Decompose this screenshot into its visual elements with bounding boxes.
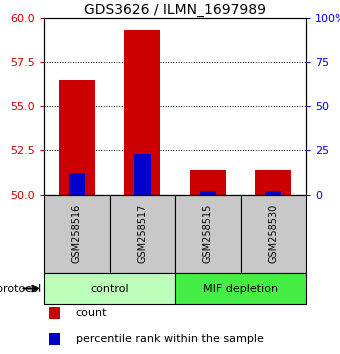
Bar bbox=[190, 170, 226, 195]
Bar bbox=[69, 173, 85, 195]
Text: GSM258516: GSM258516 bbox=[72, 204, 82, 263]
Bar bbox=[109, 195, 175, 273]
Bar bbox=[175, 195, 241, 273]
Bar bbox=[134, 154, 151, 195]
Bar bbox=[241, 195, 306, 273]
Bar bbox=[44, 273, 175, 304]
Bar bbox=[59, 80, 95, 195]
Bar bbox=[49, 307, 61, 319]
Text: MIF depletion: MIF depletion bbox=[203, 284, 278, 293]
Bar bbox=[49, 333, 61, 345]
Text: protocol: protocol bbox=[0, 284, 41, 293]
Text: GSM258517: GSM258517 bbox=[137, 204, 147, 263]
Text: GSM258530: GSM258530 bbox=[268, 204, 278, 263]
Bar bbox=[265, 191, 282, 195]
Text: control: control bbox=[90, 284, 129, 293]
Text: count: count bbox=[75, 308, 107, 318]
Bar bbox=[255, 170, 291, 195]
Bar bbox=[44, 195, 109, 273]
Text: percentile rank within the sample: percentile rank within the sample bbox=[75, 334, 264, 344]
Bar bbox=[200, 191, 216, 195]
Bar bbox=[175, 273, 306, 304]
Text: GSM258515: GSM258515 bbox=[203, 204, 213, 263]
Title: GDS3626 / ILMN_1697989: GDS3626 / ILMN_1697989 bbox=[84, 3, 266, 17]
Bar bbox=[124, 30, 160, 195]
